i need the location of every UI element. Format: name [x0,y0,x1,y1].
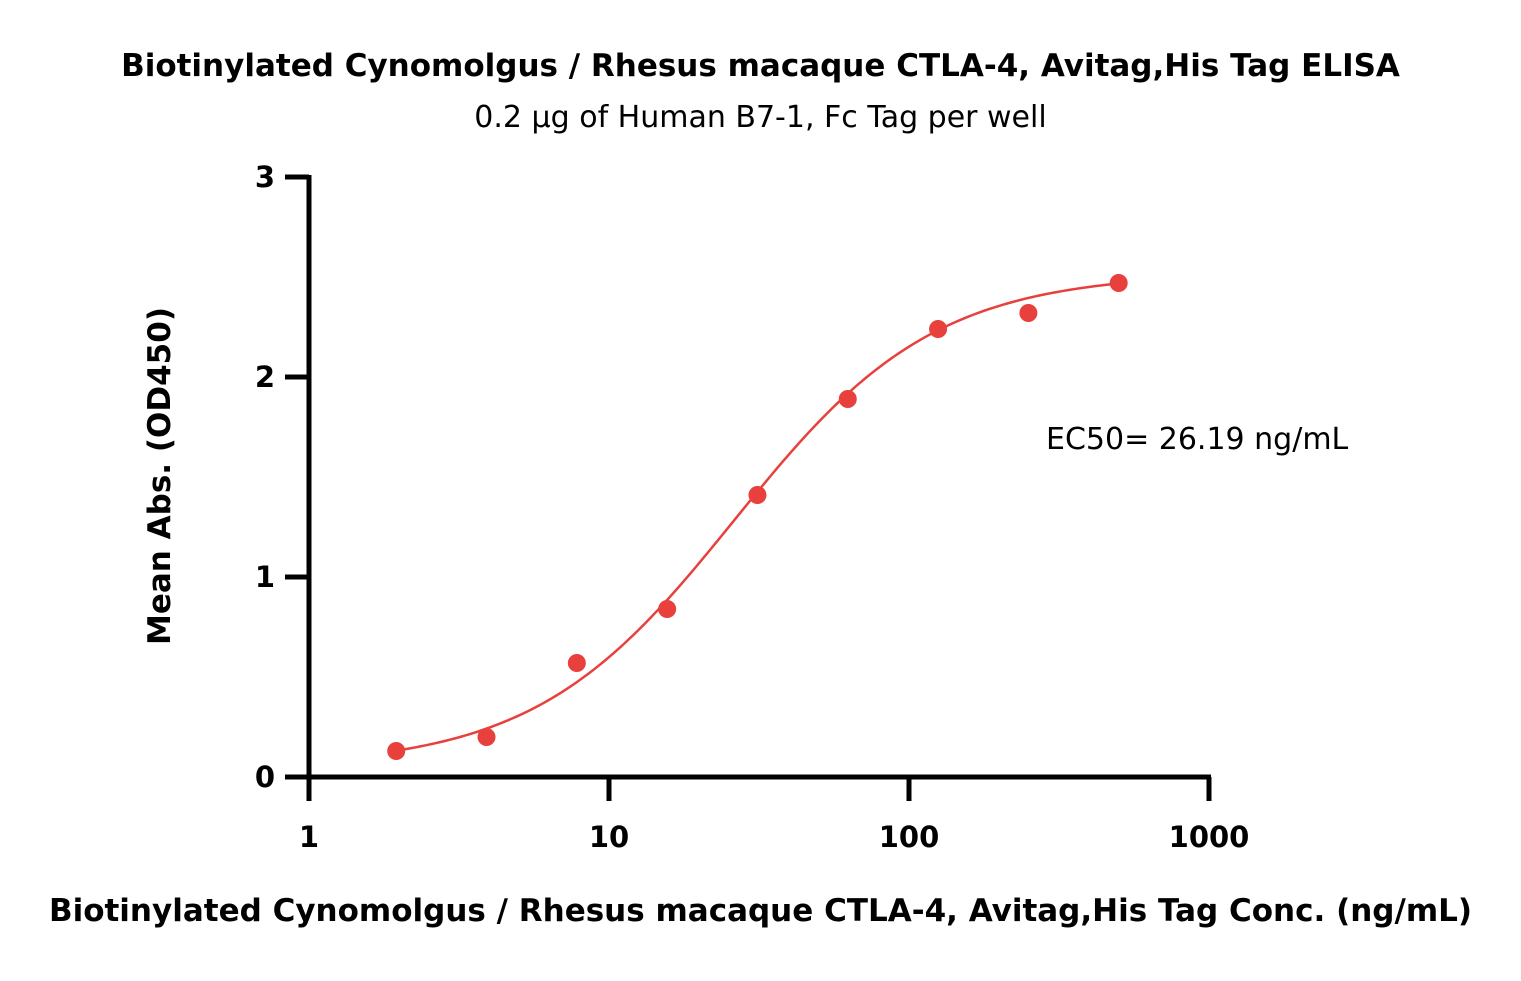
data-point [567,654,586,672]
x-axis-label: Biotinylated Cynomolgus / Rhesus macaque… [48,893,1473,929]
data-point [658,600,677,618]
x-tick-label: 1 [299,820,319,854]
data-point [387,742,406,760]
y-tick-label: 0 [255,760,275,794]
y-tick-label: 2 [255,360,275,394]
data-point [1109,274,1128,292]
x-tick-label: 100 [879,820,940,854]
chart-title: Biotinylated Cynomolgus / Rhesus macaque… [121,48,1400,84]
x-tick-label: 10 [589,820,629,854]
fit-curve [396,282,1119,752]
data-point [1019,304,1038,322]
data-point [838,390,857,408]
data-point [477,728,496,746]
chart-subtitle: 0.2 µg of Human B7-1, Fc Tag per well [474,100,1047,135]
data-point [748,486,767,504]
ec50-annotation: EC50= 26.19 ng/mL [1046,422,1349,457]
data-point [929,320,948,338]
x-tick-label: 1000 [1169,820,1250,854]
y-tick-label: 3 [255,160,275,194]
y-tick-label: 1 [255,560,275,594]
